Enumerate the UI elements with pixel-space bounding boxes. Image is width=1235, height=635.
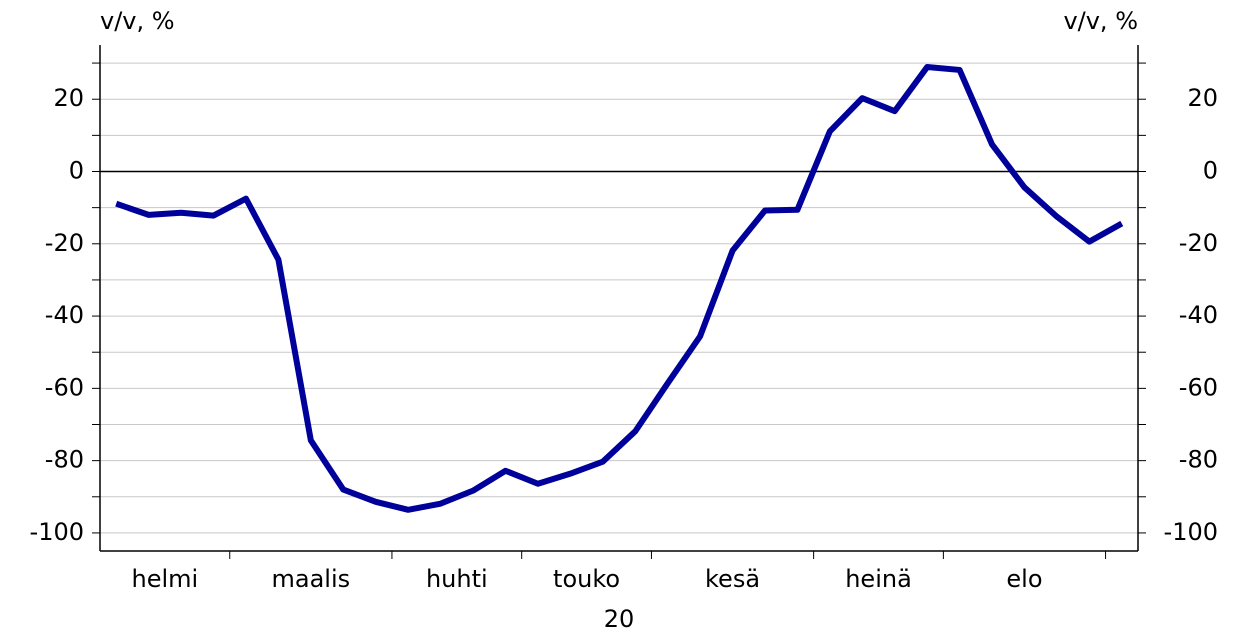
y2-tick-label: -100 [1164, 518, 1218, 546]
y-tick-label: -40 [45, 301, 84, 329]
year-label: 20 [604, 605, 635, 633]
line [115, 64, 1124, 513]
x-tick-label: kesä [705, 565, 760, 593]
y2-tick-label: -40 [1179, 301, 1218, 329]
y2-tick-label: -20 [1179, 229, 1218, 257]
y-tick-label: -100 [30, 518, 84, 546]
y2-tick-label: -80 [1179, 446, 1218, 474]
y-tick-label: -20 [45, 229, 84, 257]
y-axis-label: v/v, % [100, 7, 175, 35]
y2-tick-label: -60 [1179, 373, 1218, 401]
x-tick-label: maalis [272, 565, 351, 593]
x-tick-label: elo [1006, 565, 1042, 593]
x-tick-label: heinä [845, 565, 912, 593]
x-tick-label: touko [553, 565, 620, 593]
y-tick-label: 20 [53, 84, 84, 112]
y-tick-label: 0 [69, 157, 84, 185]
y2-tick-label: 0 [1203, 157, 1218, 185]
x-tick-label: huhti [426, 565, 488, 593]
y2-tick-label: 20 [1187, 84, 1218, 112]
y-tick-label: -60 [45, 373, 84, 401]
y2-axis-label: v/v, % [1063, 7, 1138, 35]
x-tick-label: helmi [132, 565, 199, 593]
y-tick-label: -80 [45, 446, 84, 474]
